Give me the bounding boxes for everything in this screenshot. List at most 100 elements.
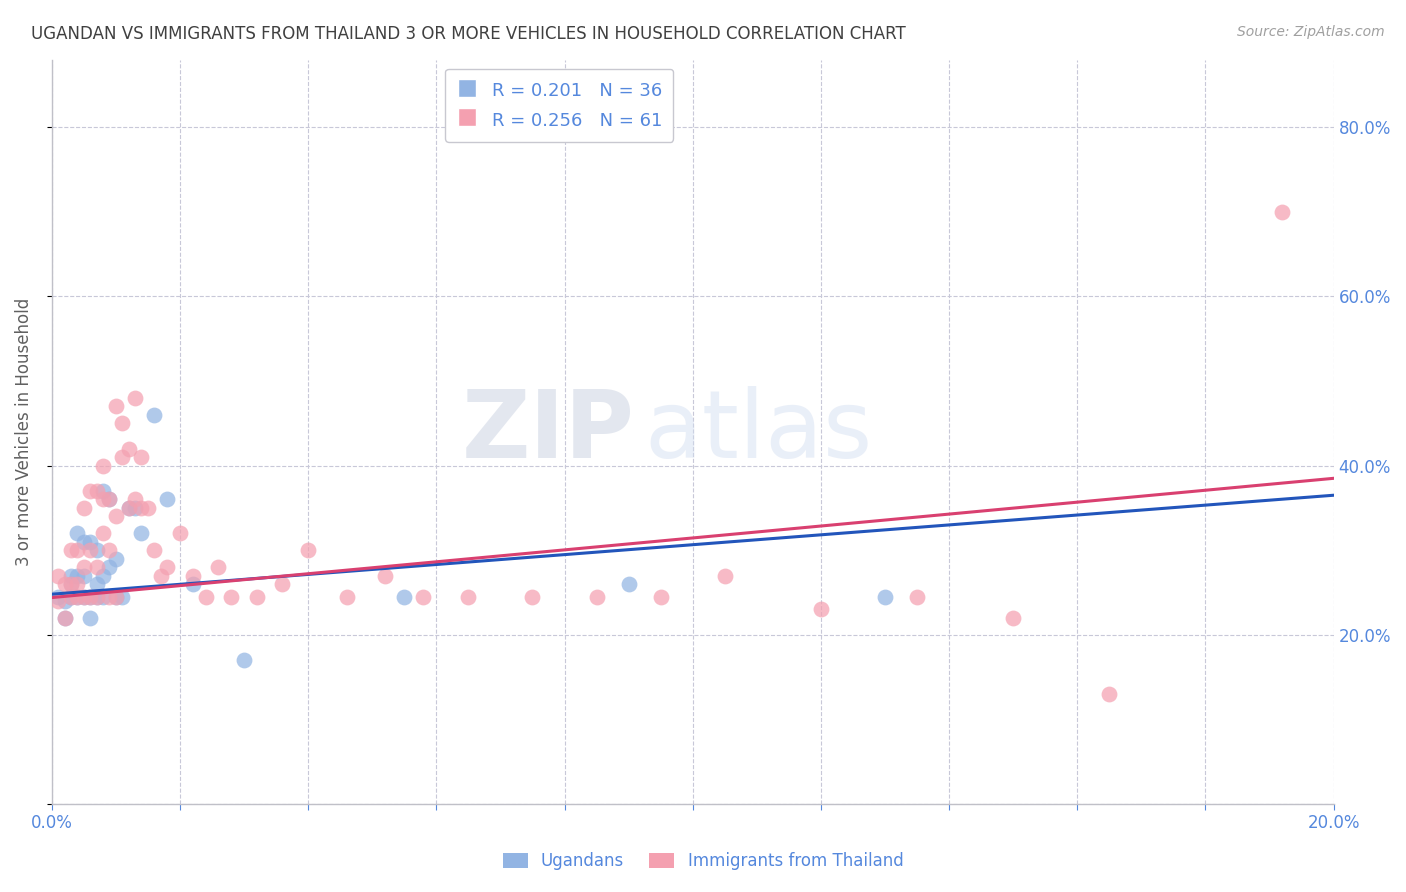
Point xyxy=(66,543,89,558)
Point xyxy=(66,590,89,604)
Point xyxy=(98,492,121,507)
Point xyxy=(394,590,416,604)
Point xyxy=(617,577,640,591)
Point xyxy=(104,590,127,604)
Point xyxy=(91,568,114,582)
Point xyxy=(86,590,108,604)
Point xyxy=(86,560,108,574)
Point xyxy=(91,483,114,498)
Point xyxy=(143,543,166,558)
Point xyxy=(207,560,229,574)
Point xyxy=(1002,611,1025,625)
Point xyxy=(73,560,96,574)
Text: atlas: atlas xyxy=(644,386,872,478)
Point xyxy=(59,590,82,604)
Point xyxy=(86,483,108,498)
Point xyxy=(810,602,832,616)
Point xyxy=(59,543,82,558)
Point xyxy=(131,526,153,541)
Point xyxy=(124,492,146,507)
Point xyxy=(713,568,735,582)
Point xyxy=(131,450,153,465)
Point xyxy=(246,590,269,604)
Point xyxy=(149,568,172,582)
Point xyxy=(124,500,146,515)
Point xyxy=(91,590,114,604)
Legend: Ugandans, Immigrants from Thailand: Ugandans, Immigrants from Thailand xyxy=(496,846,910,877)
Point xyxy=(905,590,928,604)
Point xyxy=(156,492,179,507)
Point xyxy=(169,526,191,541)
Point xyxy=(585,590,607,604)
Point xyxy=(73,500,96,515)
Point xyxy=(79,590,101,604)
Text: UGANDAN VS IMMIGRANTS FROM THAILAND 3 OR MORE VEHICLES IN HOUSEHOLD CORRELATION : UGANDAN VS IMMIGRANTS FROM THAILAND 3 OR… xyxy=(31,25,905,43)
Point xyxy=(79,483,101,498)
Point xyxy=(86,590,108,604)
Point xyxy=(79,590,101,604)
Point xyxy=(73,590,96,604)
Point xyxy=(374,568,396,582)
Point xyxy=(46,594,69,608)
Point xyxy=(233,653,256,667)
Point xyxy=(53,611,76,625)
Point xyxy=(59,577,82,591)
Point xyxy=(111,417,134,431)
Y-axis label: 3 or more Vehicles in Household: 3 or more Vehicles in Household xyxy=(15,298,32,566)
Point xyxy=(98,543,121,558)
Point xyxy=(118,442,141,456)
Point xyxy=(98,492,121,507)
Point xyxy=(79,543,101,558)
Point xyxy=(59,590,82,604)
Point xyxy=(91,492,114,507)
Point xyxy=(118,500,141,515)
Point xyxy=(104,400,127,414)
Point xyxy=(79,534,101,549)
Point xyxy=(66,526,89,541)
Text: ZIP: ZIP xyxy=(463,386,636,478)
Point xyxy=(1271,205,1294,219)
Point xyxy=(66,568,89,582)
Point xyxy=(73,568,96,582)
Point xyxy=(98,590,121,604)
Point xyxy=(136,500,159,515)
Point xyxy=(46,590,69,604)
Point xyxy=(91,458,114,473)
Point xyxy=(111,590,134,604)
Point xyxy=(53,577,76,591)
Point xyxy=(53,611,76,625)
Point xyxy=(73,534,96,549)
Point xyxy=(66,590,89,604)
Point xyxy=(66,577,89,591)
Point xyxy=(86,543,108,558)
Point xyxy=(1098,687,1121,701)
Point xyxy=(181,568,204,582)
Point xyxy=(412,590,434,604)
Point xyxy=(181,577,204,591)
Point xyxy=(59,577,82,591)
Point xyxy=(46,568,69,582)
Point xyxy=(98,560,121,574)
Point xyxy=(336,590,359,604)
Point xyxy=(53,594,76,608)
Point xyxy=(873,590,896,604)
Point xyxy=(143,408,166,422)
Point xyxy=(91,526,114,541)
Point xyxy=(457,590,479,604)
Point xyxy=(73,590,96,604)
Point xyxy=(118,500,141,515)
Point xyxy=(59,568,82,582)
Text: Source: ZipAtlas.com: Source: ZipAtlas.com xyxy=(1237,25,1385,39)
Point xyxy=(104,509,127,524)
Point xyxy=(131,500,153,515)
Point xyxy=(194,590,217,604)
Point xyxy=(522,590,544,604)
Point xyxy=(271,577,294,591)
Point xyxy=(650,590,672,604)
Point xyxy=(86,577,108,591)
Point xyxy=(156,560,179,574)
Point xyxy=(104,551,127,566)
Point xyxy=(104,590,127,604)
Point xyxy=(124,391,146,405)
Point xyxy=(111,450,134,465)
